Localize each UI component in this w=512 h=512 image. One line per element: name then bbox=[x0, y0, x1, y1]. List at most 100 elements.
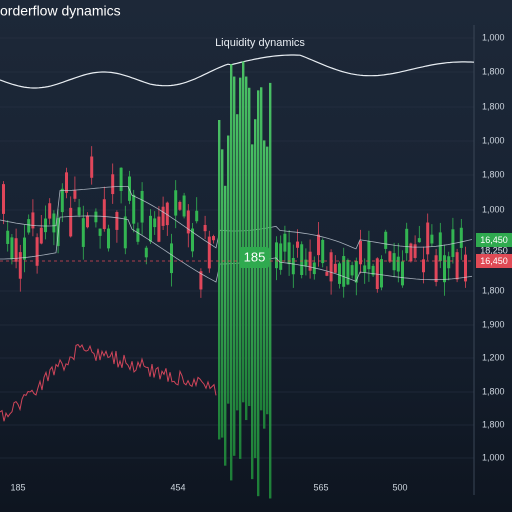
candle bbox=[115, 211, 119, 230]
candle bbox=[98, 228, 102, 236]
candle bbox=[123, 216, 127, 249]
volume-bar bbox=[239, 77, 242, 459]
y-axis-label: 1,800 bbox=[482, 66, 505, 76]
candle bbox=[111, 174, 115, 195]
candle bbox=[384, 231, 388, 249]
x-axis-label: 454 bbox=[170, 482, 185, 492]
candle bbox=[207, 236, 211, 269]
y-axis-label: 1,800 bbox=[482, 101, 505, 111]
volume-bar bbox=[233, 76, 236, 456]
candle bbox=[375, 258, 379, 290]
candle bbox=[317, 234, 320, 256]
candle bbox=[161, 206, 165, 226]
candle bbox=[287, 242, 291, 265]
candle bbox=[107, 228, 110, 249]
volume-bar bbox=[236, 114, 239, 411]
candle bbox=[380, 259, 383, 288]
candle bbox=[86, 215, 89, 228]
candle bbox=[128, 176, 131, 201]
y-axis-label: 1,000 bbox=[482, 204, 505, 214]
volume-bar bbox=[221, 149, 224, 438]
candle bbox=[396, 256, 400, 272]
candle bbox=[39, 227, 43, 244]
candle bbox=[14, 238, 18, 262]
candle bbox=[275, 242, 278, 269]
candle bbox=[304, 259, 308, 267]
candle bbox=[359, 240, 362, 265]
candle bbox=[182, 195, 186, 217]
candle bbox=[346, 259, 350, 285]
candle bbox=[6, 230, 10, 244]
candle bbox=[203, 224, 207, 232]
volume-bar bbox=[230, 64, 233, 481]
candle bbox=[342, 256, 346, 287]
candle bbox=[350, 265, 354, 276]
volume-bar bbox=[248, 87, 251, 407]
candle bbox=[333, 263, 337, 273]
candle bbox=[2, 184, 5, 214]
candle bbox=[426, 222, 430, 255]
candle bbox=[455, 252, 459, 280]
volume-bar bbox=[257, 90, 260, 497]
candle bbox=[279, 243, 283, 270]
volume-bar bbox=[269, 82, 272, 499]
candle bbox=[153, 218, 157, 228]
candle bbox=[451, 229, 455, 257]
center-label: 185 bbox=[244, 249, 266, 264]
candle bbox=[44, 218, 47, 233]
candle bbox=[90, 156, 94, 178]
center-label-bg bbox=[240, 247, 269, 268]
tag-lower: 16,450 bbox=[480, 256, 508, 266]
candle bbox=[119, 167, 123, 192]
candle bbox=[409, 243, 413, 262]
candle bbox=[212, 236, 215, 241]
y-axis-label: 1,900 bbox=[482, 319, 505, 329]
y-axis-label: 1,800 bbox=[482, 386, 505, 396]
flow-line bbox=[0, 343, 217, 422]
candle bbox=[132, 194, 136, 224]
candle bbox=[300, 244, 304, 276]
candle bbox=[388, 251, 392, 262]
candle bbox=[178, 201, 182, 210]
candle bbox=[73, 190, 77, 199]
y-axis-label: 1,000 bbox=[482, 452, 505, 462]
x-axis-label: 565 bbox=[313, 482, 328, 492]
candle bbox=[430, 234, 434, 244]
y-axis-label: 1,800 bbox=[482, 169, 505, 179]
tag-upper-bg bbox=[476, 233, 512, 247]
candle bbox=[18, 252, 22, 279]
candle bbox=[170, 243, 173, 274]
candle bbox=[10, 237, 14, 260]
y-axis-label: 1,800 bbox=[482, 285, 505, 295]
candle bbox=[199, 271, 203, 290]
volume-bar bbox=[218, 120, 221, 440]
volume-bar bbox=[242, 61, 245, 403]
candle bbox=[94, 211, 98, 223]
candle bbox=[165, 202, 169, 226]
volume-bar bbox=[227, 135, 230, 404]
candle bbox=[48, 203, 52, 219]
candle bbox=[69, 207, 73, 237]
candle bbox=[81, 218, 85, 247]
liquidity-line bbox=[0, 54, 475, 89]
candle bbox=[27, 219, 31, 233]
y-axis-label: 1,000 bbox=[482, 32, 505, 42]
volume-bar bbox=[254, 119, 257, 459]
candle bbox=[52, 213, 56, 233]
candle bbox=[447, 256, 451, 269]
tag-upper: 16,450 bbox=[480, 235, 508, 245]
candle bbox=[338, 263, 341, 284]
candle bbox=[195, 210, 199, 222]
tag-middle: 18,250 bbox=[480, 245, 508, 255]
candle bbox=[136, 228, 140, 242]
tag-lower-bg bbox=[476, 254, 512, 268]
candle bbox=[35, 237, 39, 266]
candle bbox=[459, 227, 463, 248]
candle bbox=[23, 237, 26, 260]
candle bbox=[65, 172, 68, 193]
y-axis-label: 1,200 bbox=[482, 352, 505, 362]
candle bbox=[329, 252, 333, 282]
y-axis-label: 1,800 bbox=[482, 419, 505, 429]
